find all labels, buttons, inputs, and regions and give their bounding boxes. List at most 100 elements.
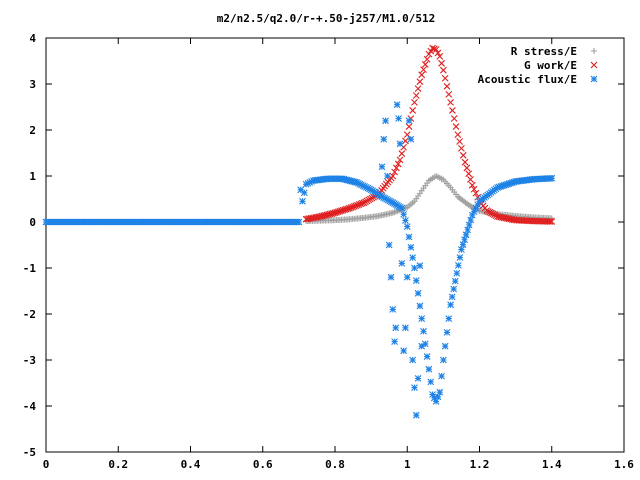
data-point: [445, 90, 453, 98]
x-tick-label: 0.8: [325, 458, 345, 471]
data-point: [409, 107, 417, 114]
data-point: [356, 180, 364, 188]
data-point: [414, 289, 422, 297]
data-point: [443, 329, 451, 336]
data-point: [432, 398, 440, 405]
x-tick-label: 1: [404, 458, 411, 471]
data-point: [402, 137, 409, 145]
data-point: [409, 254, 417, 262]
data-point: [302, 180, 310, 188]
y-tick-label: 1: [29, 170, 36, 183]
data-point: [448, 293, 456, 301]
data-point: [361, 183, 369, 190]
data-point: [458, 145, 465, 152]
data-point: [420, 66, 427, 74]
legend-label: Acoustic flux/E: [478, 73, 577, 86]
data-point: [362, 183, 370, 191]
legend-marker: [590, 75, 598, 83]
data-point: [414, 375, 422, 382]
data-point: [297, 186, 305, 194]
data-point: [447, 99, 454, 106]
data-point: [436, 388, 444, 396]
data-point: [423, 353, 431, 360]
data-point: [452, 123, 460, 130]
data-point: [445, 315, 453, 322]
data-point: [434, 393, 442, 401]
data-point: [456, 254, 464, 261]
data-point: [429, 44, 436, 52]
x-tick-label: 1.4: [542, 458, 562, 471]
data-point: [393, 101, 401, 109]
data-point: [412, 277, 420, 285]
data-point: [383, 172, 391, 180]
data-point: [468, 211, 476, 219]
x-tick-label: 0.6: [253, 458, 273, 471]
data-point: [425, 365, 433, 373]
data-point: [459, 241, 467, 249]
data-point: [304, 179, 312, 187]
data-point: [447, 301, 454, 309]
y-tick-label: -1: [23, 262, 37, 275]
data-point: [418, 315, 426, 322]
y-tick-label: -2: [23, 308, 36, 321]
data-point: [403, 131, 411, 138]
data-point: [403, 223, 411, 230]
data-point: [548, 218, 556, 225]
data-point: [394, 160, 402, 168]
y-tick-label: 3: [29, 78, 36, 91]
data-point: [402, 324, 409, 332]
data-point: [378, 163, 386, 171]
legend-label: R stress/E: [511, 45, 577, 58]
data-point: [358, 181, 365, 189]
data-point: [450, 115, 458, 122]
data-point: [391, 338, 398, 345]
y-tick-label: -5: [23, 446, 36, 459]
data-point: [400, 210, 408, 218]
data-point: [546, 218, 554, 225]
legend-label: G work/E: [524, 59, 577, 72]
data-point: [387, 273, 395, 281]
data-point: [411, 264, 418, 272]
plot-frame: [45, 37, 625, 453]
x-tick-label: 0.4: [181, 458, 201, 471]
series-3: [378, 101, 426, 419]
data-point: [359, 182, 367, 190]
data-point: [412, 411, 420, 419]
data-point: [414, 85, 422, 92]
data-point: [474, 201, 482, 209]
series-2: [42, 174, 556, 405]
data-point: [416, 78, 424, 86]
y-tick-label: -3: [23, 354, 36, 367]
legend-marker: [591, 48, 597, 54]
data-point: [427, 378, 435, 386]
data-point: [405, 233, 413, 241]
data-point: [366, 185, 373, 193]
data-point: [389, 306, 397, 313]
data-point: [420, 327, 427, 335]
data-point: [467, 176, 474, 183]
data-point: [423, 55, 431, 63]
data-point: [463, 164, 471, 172]
data-point: [398, 150, 406, 157]
data-point: [299, 197, 306, 205]
data-point: [354, 179, 362, 187]
data-point: [385, 241, 393, 249]
y-tick-label: 4: [29, 32, 36, 45]
data-point: [425, 50, 433, 58]
data-point: [472, 189, 480, 197]
data-point: [441, 74, 449, 82]
data-point: [434, 49, 442, 57]
data-point: [461, 158, 469, 166]
data-point: [400, 347, 408, 355]
data-point: [439, 356, 447, 364]
data-point: [465, 221, 473, 229]
data-point: [454, 131, 462, 138]
data-point: [418, 342, 426, 350]
data-point: [443, 82, 451, 90]
data-point: [416, 262, 424, 270]
data-point: [450, 285, 458, 293]
data-point: [453, 269, 461, 277]
series-1: [302, 44, 556, 225]
data-point: [364, 184, 372, 192]
